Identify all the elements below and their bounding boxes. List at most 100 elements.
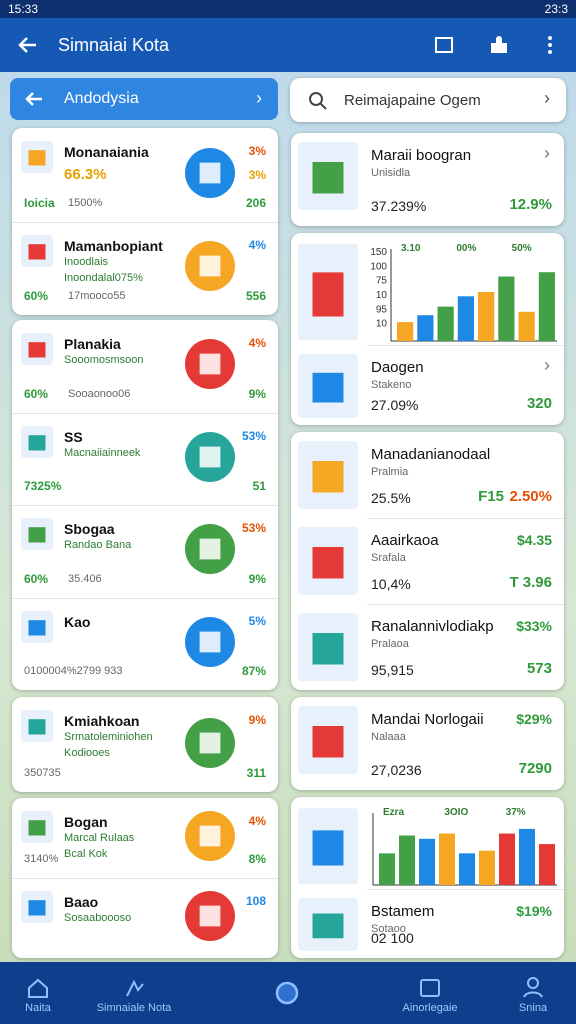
icon [21, 710, 53, 742]
item-right-top: $4.35 [516, 532, 552, 548]
bar [538, 272, 555, 341]
item-subtitle: Srmatoleminiohen [64, 731, 153, 743]
item-title: SS [64, 428, 83, 445]
status-bar: 15:33 23:3 [0, 0, 576, 18]
list-item[interactable]: Monanaiania 66.3% Ioicia 1500% 3% 3% 206 [12, 128, 278, 222]
list-item[interactable]: Bstamem Sotaoo 02 100 $19% [291, 889, 564, 958]
bar-chart: Ezra 3OIO 37% [372, 807, 557, 886]
axis-label: 95 [376, 304, 388, 315]
list-item[interactable]: Bogan Marcal Rulaas Bcal Kok 3140% 4% 8% [12, 798, 278, 878]
item-right-value: F15 [478, 488, 504, 505]
item-right-top: $29% [516, 711, 552, 727]
item-title: Bogan [64, 814, 108, 830]
item-right-value: T 3.96 [509, 574, 552, 591]
item-title: Maraii boogran [371, 147, 472, 164]
nav-label[interactable]: Snina [518, 1002, 548, 1014]
list-item[interactable]: Kao 0100004%2799 933 5% 87% [12, 598, 278, 691]
item-bottom-value: 9% [248, 571, 266, 586]
icon-glyph [199, 255, 221, 277]
list-item[interactable]: Maraii boogran Unisidla 37.239% › 12.9% [291, 133, 564, 226]
icon-glyph [199, 162, 221, 184]
icon-glyph [199, 353, 221, 375]
icon-glyph [199, 732, 221, 753]
icon [298, 613, 358, 681]
list-item[interactable]: SS Macnaiiainneek 7325% 53% 51 [12, 413, 278, 506]
list-item[interactable]: Ranalannivlodiakp Pralaoa 95,915 $33% 573 [291, 604, 564, 690]
item-subtitle: Sosaaboooso [64, 912, 132, 924]
icon [21, 610, 53, 643]
nav-home[interactable] [274, 980, 300, 1006]
item-subtitle: Inoodlais [64, 255, 109, 268]
status-battery: 23:3 [544, 2, 568, 16]
search-bar[interactable]: Reimajapaine Ogem › [290, 78, 566, 122]
item-subtitle: 66.3% [64, 166, 107, 183]
icon [21, 891, 53, 923]
bar [457, 296, 474, 341]
icon-glyph [28, 150, 46, 166]
bar [397, 322, 414, 341]
list-item[interactable]: Mandai Norlogaii Nalaaa 27,0236 $29% 7290 [291, 697, 564, 790]
list-item[interactable]: Planakia Sooomosmsoon 60% Sooaonoo06 4% 9% [12, 320, 278, 413]
item-value: 37.239% [371, 198, 427, 214]
item-top-value: 4% [248, 336, 266, 350]
item-value: 27,0236 [371, 762, 422, 778]
icon-glyph [28, 243, 46, 259]
left-header-title: Andodysia [64, 90, 139, 107]
list-item[interactable]: Mamanbopiant Inoodlais Inoondalal075% 60% 17… [12, 222, 278, 316]
item-title: Sbogaa [64, 521, 115, 537]
list-item[interactable]: Sbogaa Randao Bana 60% 35.406 53% 9% [12, 505, 278, 598]
separator [367, 604, 564, 605]
nav-icon [126, 979, 144, 997]
window-button[interactable] [434, 35, 454, 55]
item-title: Manadanianodaal [371, 446, 491, 463]
list-item[interactable]: Daogen Stakeno 27.09% › 320 [291, 345, 564, 425]
list-item[interactable]: Baao Sosaaboooso 108 [12, 878, 278, 958]
item-note: 35.406 [68, 572, 102, 585]
item-title: Ranalannivlodiakp [371, 618, 494, 635]
item-top-value: 53% [241, 521, 266, 535]
icon-glyph [312, 913, 344, 939]
item-subtitle: Nalaaa [371, 731, 406, 743]
left-card: Monanaiania 66.3% Ioicia 1500% 3% 3% 206 Mamanb… [12, 128, 278, 315]
icon [21, 234, 53, 267]
icon-glyph [199, 538, 221, 560]
list-item[interactable]: Manadanianodaal Pralmia 25.5% F15 2.50% [291, 432, 564, 518]
right-card: Maraii boogran Unisidla 37.239% › 12.9% [291, 133, 564, 226]
item-note: 0100004%2799 933 [24, 665, 123, 677]
menu-button[interactable] [545, 34, 555, 56]
item-title: Baao [64, 894, 99, 910]
chart-annotation: 50% [512, 243, 532, 254]
nav-label[interactable]: Simnaiale Nota [96, 1002, 172, 1014]
item-title: Bstamem [371, 903, 435, 920]
item-stat: Ioicia [24, 195, 55, 210]
icon-glyph [312, 633, 344, 665]
nav-label[interactable]: Ainorlegaie [402, 1002, 458, 1014]
item-title: Mamanbopiant [64, 237, 163, 254]
item-subtitle: Marcal Rulaas [64, 832, 135, 844]
item-line: Inoondalal075% [64, 271, 143, 284]
left-back[interactable] [24, 89, 44, 109]
nav-icon [28, 978, 48, 998]
separator [12, 597, 278, 599]
item-title: Monanaiania [64, 144, 149, 160]
separator [12, 878, 278, 879]
nav-label[interactable]: Naita [25, 1002, 51, 1014]
list-item[interactable]: Aaairkaoa Srafala 10,4% $4.35 T 3.96 [291, 518, 564, 604]
axis-label: 10 [376, 290, 388, 301]
nav-icon [523, 977, 543, 998]
puzzle-button[interactable] [488, 34, 510, 56]
item-value: 95,915 [371, 662, 414, 678]
icon-glyph [312, 372, 344, 403]
item-stat: 60% [24, 289, 49, 303]
left-header[interactable]: Andodysia › [10, 78, 278, 120]
icon [298, 898, 358, 951]
back-button[interactable] [16, 34, 38, 56]
item-stat: 7325% [24, 479, 62, 493]
item-subtitle: Srafala [371, 552, 406, 564]
list-item[interactable]: Kmiahkoan Srmatoleminiohen Kodiooes 350735 9… [12, 697, 278, 792]
icon [185, 431, 235, 482]
item-subtitle: Stakeno [371, 379, 412, 391]
item-top-value: 5% [248, 613, 266, 628]
item-right-top: $33% [516, 618, 552, 634]
icon [21, 333, 53, 365]
